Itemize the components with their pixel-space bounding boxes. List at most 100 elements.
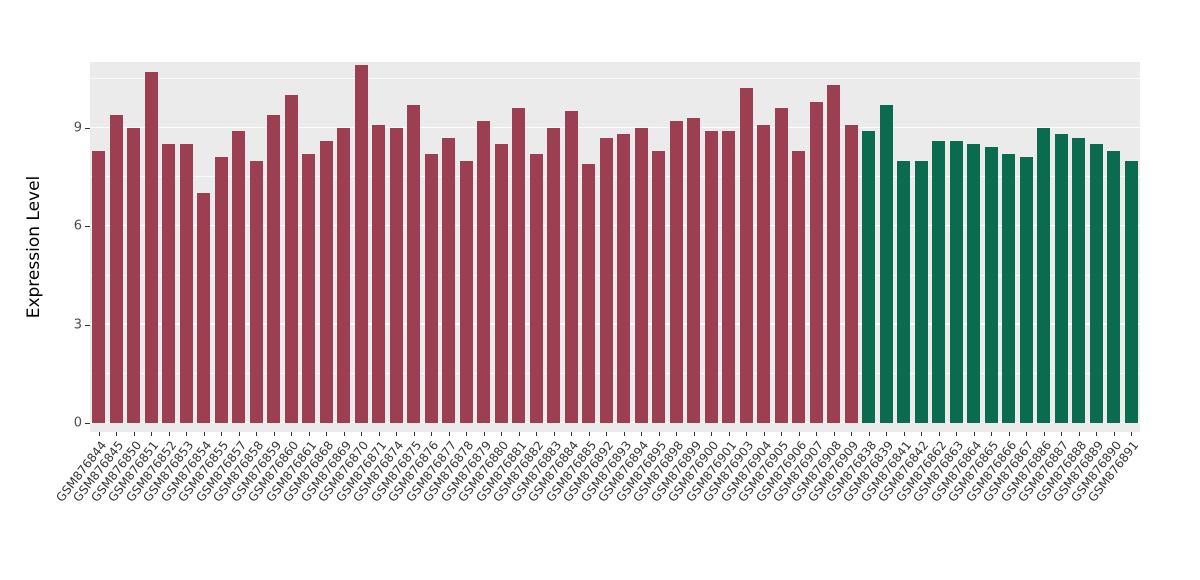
gridline-minor (90, 373, 1140, 374)
x-tick-mark (466, 432, 468, 436)
bar (249, 160, 263, 423)
x-tick-mark (833, 432, 835, 436)
bar (372, 124, 386, 423)
x-tick-mark (203, 432, 205, 436)
x-tick-mark (133, 432, 135, 436)
x-tick-mark (431, 432, 433, 436)
x-tick-mark (448, 432, 450, 436)
bar (739, 88, 753, 423)
gridline-minor (90, 274, 1140, 276)
bar (389, 127, 403, 423)
x-tick-mark (658, 432, 660, 436)
x-tick-mark (1061, 432, 1063, 436)
x-tick-mark (851, 432, 853, 436)
bar (92, 150, 106, 423)
bar (669, 121, 683, 423)
x-tick-mark (273, 432, 275, 436)
bar (1019, 157, 1033, 423)
x-tick-mark (606, 432, 608, 436)
bar (792, 150, 806, 423)
bar (424, 154, 438, 423)
x-tick-mark (378, 432, 380, 436)
gridline-major (90, 421, 1140, 423)
y-tick-label: 3 (73, 317, 82, 333)
bar (127, 127, 141, 423)
x-tick-mark (676, 432, 678, 436)
bar (897, 160, 911, 423)
x-tick-mark (396, 432, 398, 436)
bar (984, 147, 998, 423)
bar (197, 193, 211, 423)
x-tick-mark (693, 432, 695, 436)
x-tick-mark (1078, 432, 1080, 436)
bar (1054, 134, 1068, 423)
bar (407, 104, 421, 423)
x-tick-mark (256, 432, 258, 436)
x-tick-mark (903, 432, 905, 436)
x-tick-mark (553, 432, 555, 436)
x-tick-mark (781, 432, 783, 436)
x-tick-mark (361, 432, 363, 436)
x-tick-mark (1096, 432, 1098, 436)
bar (529, 154, 543, 423)
x-tick-mark (116, 432, 118, 436)
x-tick-mark (588, 432, 590, 436)
gridline-minor (90, 78, 1140, 79)
x-tick-mark (641, 432, 643, 436)
bar (109, 114, 123, 423)
bar (617, 134, 631, 423)
x-tick-mark (991, 432, 993, 436)
x-tick-mark (221, 432, 223, 436)
x-tick-mark (186, 432, 188, 436)
y-tick-mark (85, 423, 90, 424)
x-tick-mark (746, 432, 748, 436)
x-tick-mark (1026, 432, 1028, 436)
bar (547, 127, 561, 423)
bar (879, 104, 893, 423)
x-tick-mark (1008, 432, 1010, 436)
gridline-major (90, 323, 1140, 325)
x-tick-mark (483, 432, 485, 436)
y-tick-label: 6 (73, 218, 82, 234)
gridline-major (90, 126, 1140, 128)
y-tick-mark (85, 226, 90, 228)
gridline-minor (90, 176, 1140, 177)
bar (162, 144, 176, 423)
bar (757, 124, 771, 423)
x-tick-mark (711, 432, 713, 436)
bar (722, 131, 736, 423)
bar (354, 65, 368, 423)
x-tick-mark (956, 432, 958, 436)
y-tick-label: 0 (73, 415, 82, 431)
bar (1072, 137, 1086, 423)
bar (214, 157, 228, 423)
bar (494, 144, 508, 423)
bar (1089, 144, 1103, 423)
y-tick-label: 9 (73, 120, 82, 136)
x-tick-mark (536, 432, 538, 436)
bar (1124, 160, 1138, 423)
x-tick-mark (973, 432, 975, 436)
x-tick-mark (151, 432, 153, 436)
x-tick-mark (886, 432, 888, 436)
y-tick-mark (85, 324, 90, 326)
x-tick-mark (291, 432, 293, 436)
bar (634, 127, 648, 423)
bar (1002, 154, 1016, 423)
bar (967, 144, 981, 423)
bar (564, 111, 578, 423)
x-tick-mark (763, 432, 765, 436)
x-tick-mark (728, 432, 730, 436)
x-tick-mark (343, 432, 345, 436)
x-tick-mark (798, 432, 800, 436)
bar (809, 101, 823, 423)
x-tick-mark (168, 432, 170, 436)
plot-panel (90, 62, 1140, 432)
bar (512, 108, 526, 423)
x-tick-mark (518, 432, 520, 436)
bar (337, 127, 351, 423)
bar (302, 154, 316, 423)
x-tick-mark (868, 432, 870, 436)
bar (1037, 127, 1051, 423)
